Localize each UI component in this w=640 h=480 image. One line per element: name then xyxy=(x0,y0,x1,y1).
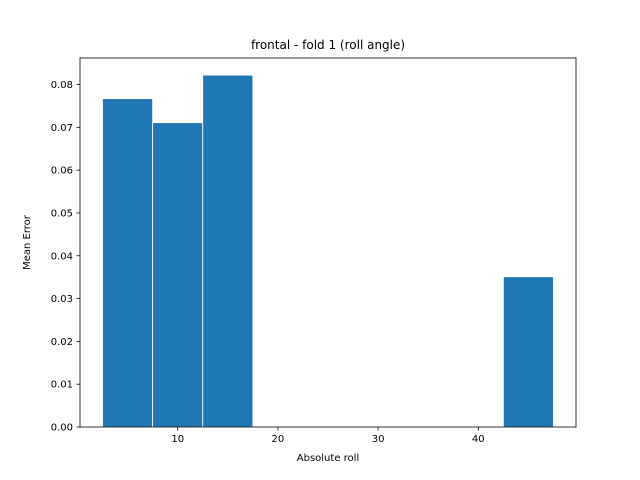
x-axis-ticks: 10 20 30 40 xyxy=(171,427,485,445)
y-tick-label: 0.04 xyxy=(51,251,73,262)
chart-title: frontal - fold 1 (roll angle) xyxy=(251,38,405,52)
y-tick-label: 0.03 xyxy=(51,294,73,305)
bar-0 xyxy=(102,98,154,428)
x-tick-label: 30 xyxy=(372,434,385,445)
y-tick-label: 0.06 xyxy=(51,166,73,177)
y-tick-label: 0.05 xyxy=(51,208,73,219)
x-tick-label: 40 xyxy=(472,434,485,445)
bars-group xyxy=(102,74,554,428)
y-axis-label: Mean Error xyxy=(22,214,33,270)
y-tick-label: 0.08 xyxy=(51,80,73,91)
x-tick-label: 20 xyxy=(272,434,285,445)
bar-3 xyxy=(502,276,554,428)
y-tick-label: 0.07 xyxy=(51,123,73,134)
bar-1 xyxy=(152,122,204,428)
x-axis-label: Absolute roll xyxy=(297,453,359,464)
bar-2 xyxy=(202,74,254,428)
x-tick-label: 10 xyxy=(171,434,184,445)
y-tick-label: 0.00 xyxy=(51,423,73,434)
y-axis-ticks: 0.00 0.01 0.02 0.03 0.04 0.05 0.06 0.07 0.08 xyxy=(51,80,80,434)
y-tick-label: 0.02 xyxy=(51,337,73,348)
plot-frame xyxy=(79,57,577,428)
y-tick-label: 0.01 xyxy=(51,380,73,391)
